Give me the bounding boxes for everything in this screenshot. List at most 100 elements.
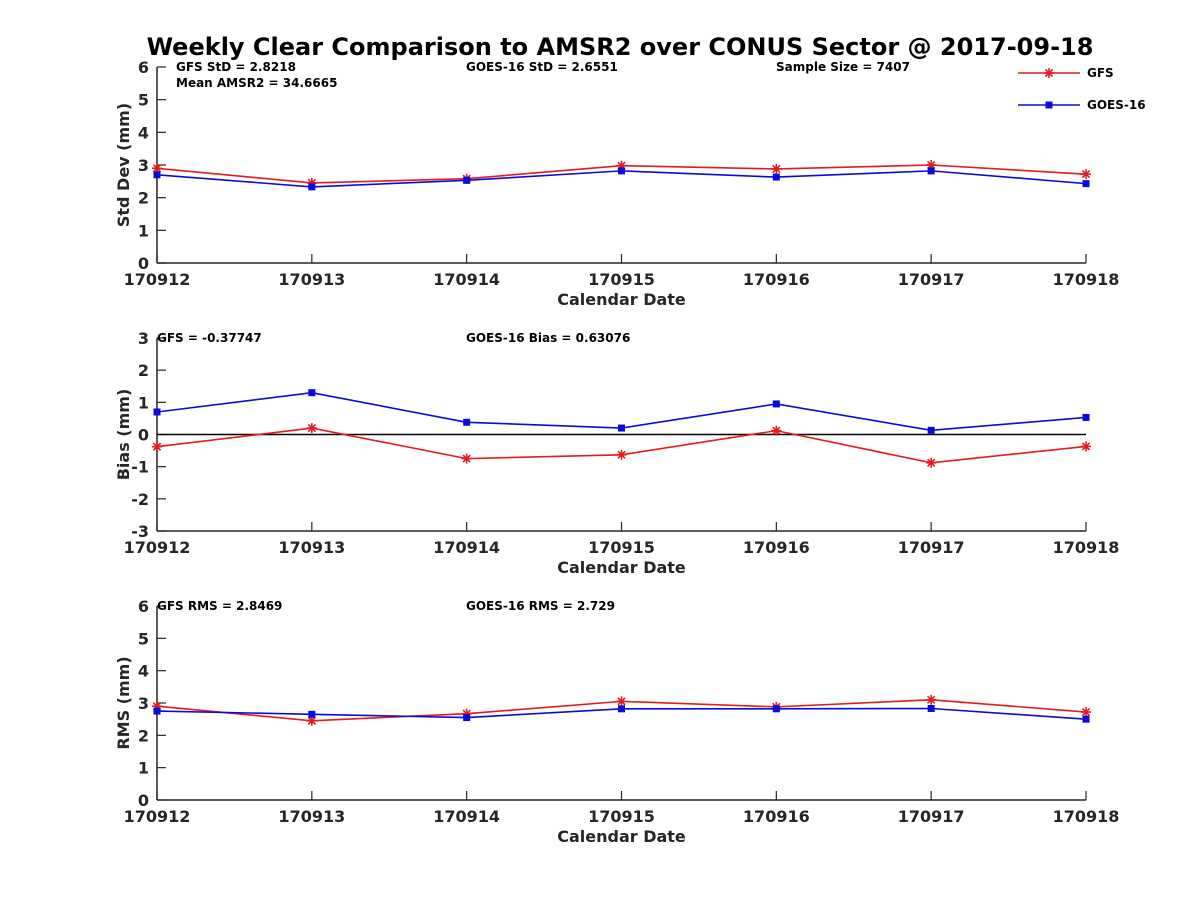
data-point-goes-16 [308,183,316,191]
annotation-gfs-stat: GFS StD = 2.8218 [176,60,296,74]
legend-label: GFS [1087,66,1114,80]
data-point-gfs [152,163,162,174]
data-point-gfs [616,696,627,707]
figure-title: Weekly Clear Comparison to AMSR2 over CO… [147,33,1094,61]
y-tick-label: 1 [138,221,149,240]
y-tick-label: 0 [138,791,149,810]
y-tick-label: 0 [138,254,149,273]
data-point-goes-16 [308,389,316,397]
x-tick-label: 170913 [278,538,345,557]
x-tick-label: 170912 [124,270,191,289]
data-point-gfs [1081,169,1091,180]
data-point-gfs [461,453,472,464]
annotation-goes-stat: GOES-16 Bias = 0.63076 [466,331,630,345]
y-tick-label: 2 [138,189,149,208]
annotation-gfs-stat: GFS RMS = 2.8469 [157,599,282,613]
data-point-goes-16 [618,424,625,432]
data-point-gfs [1081,441,1091,452]
data-point-gfs [1081,707,1091,718]
data-point-goes-16 [1082,413,1090,421]
x-tick-label: 170914 [433,270,500,289]
chart-panel-3: 0 1 2 3 4 5 6 170912 170913 170914 170915 170916 170… [114,597,1119,846]
x-tick-label: 170916 [743,270,810,289]
chart-panel-2: -3 -2 -1 0 1 2 3 170912 170913 170914 170915 170916… [114,329,1119,577]
x-tick-label: 170913 [278,807,345,826]
x-tick-label: 170914 [433,538,500,557]
y-tick-label: 1 [138,393,149,412]
legend-marker [1045,101,1053,109]
x-tick-label: 170915 [588,270,655,289]
x-tick-label: 170917 [898,807,965,826]
y-tick-label: 2 [138,361,149,380]
legend-entry-gfs: GFS [1018,66,1114,80]
y-tick-label: 3 [138,156,149,175]
data-point-goes-16 [618,167,625,175]
y-axis-label: RMS (mm) [114,656,133,749]
y-axis-label: Bias (mm) [114,389,133,481]
annotation-goes-stat: GOES-16 StD = 2.6551 [466,60,618,74]
y-tick-label: 5 [138,91,149,110]
data-point-goes-16 [463,176,471,184]
x-tick-label: 170918 [1053,807,1120,826]
y-tick-label: 0 [138,426,149,445]
x-tick-label: 170916 [743,538,810,557]
data-point-goes-16 [772,705,780,713]
y-tick-label: 4 [138,123,149,142]
data-point-gfs [152,441,162,452]
data-point-goes-16 [927,704,935,712]
data-point-goes-16 [772,400,780,408]
x-tick-label: 170918 [1053,538,1120,557]
annotation-sample-size: Sample Size = 7407 [776,60,910,74]
x-tick-label: 170914 [433,807,500,826]
data-point-goes-16 [618,705,625,713]
legend-marker [1044,68,1054,78]
y-tick-label: -3 [131,522,149,541]
x-tick-label: 170917 [898,270,965,289]
annotation-mean: Mean AMSR2 = 34.6665 [176,76,337,90]
x-tick-label: 170915 [588,807,655,826]
y-axis-label: Std Dev (mm) [114,103,133,227]
data-point-goes-16 [927,426,935,434]
data-point-gfs [926,694,937,705]
x-tick-label: 170912 [124,538,191,557]
data-point-goes-16 [153,408,161,416]
annotation-goes-stat: GOES-16 RMS = 2.729 [466,599,615,613]
legend: GFS GOES-16 [1018,66,1146,112]
y-tick-label: 3 [138,694,149,713]
x-tick-label: 170915 [588,538,655,557]
y-tick-label: 5 [138,629,149,648]
data-point-gfs [616,449,627,460]
data-point-goes-16 [1082,715,1090,723]
legend-entry-goes-16: GOES-16 [1018,98,1146,112]
data-point-goes-16 [1082,180,1090,188]
data-point-goes-16 [927,167,935,175]
data-point-gfs [306,423,317,434]
x-tick-label: 170912 [124,807,191,826]
annotation-gfs-stat: GFS = -0.37747 [157,331,262,345]
data-point-gfs [771,163,782,174]
x-axis-label: Calendar Date [557,558,686,577]
x-tick-label: 170913 [278,270,345,289]
y-tick-label: 6 [138,597,149,616]
data-point-gfs [771,425,782,436]
y-tick-label: -2 [131,490,149,509]
data-point-gfs [926,457,937,468]
y-tick-label: 4 [138,662,149,681]
x-tick-label: 170916 [743,807,810,826]
data-point-goes-16 [463,714,471,722]
y-tick-label: 6 [138,58,149,77]
data-point-goes-16 [153,171,161,179]
x-axis-label: Calendar Date [557,827,686,846]
y-tick-label: 3 [138,329,149,348]
x-axis-label: Calendar Date [557,290,686,309]
data-point-goes-16 [308,710,316,718]
legend-label: GOES-16 [1087,98,1146,112]
data-point-goes-16 [463,418,471,426]
x-tick-label: 170917 [898,538,965,557]
chart-panel-1: 0 1 2 3 4 5 6 170912 170913 170914 170915 170916 170… [114,58,1119,309]
y-tick-label: 2 [138,726,149,745]
y-tick-label: 1 [138,759,149,778]
y-tick-label: -1 [131,458,149,477]
data-point-goes-16 [772,173,780,181]
